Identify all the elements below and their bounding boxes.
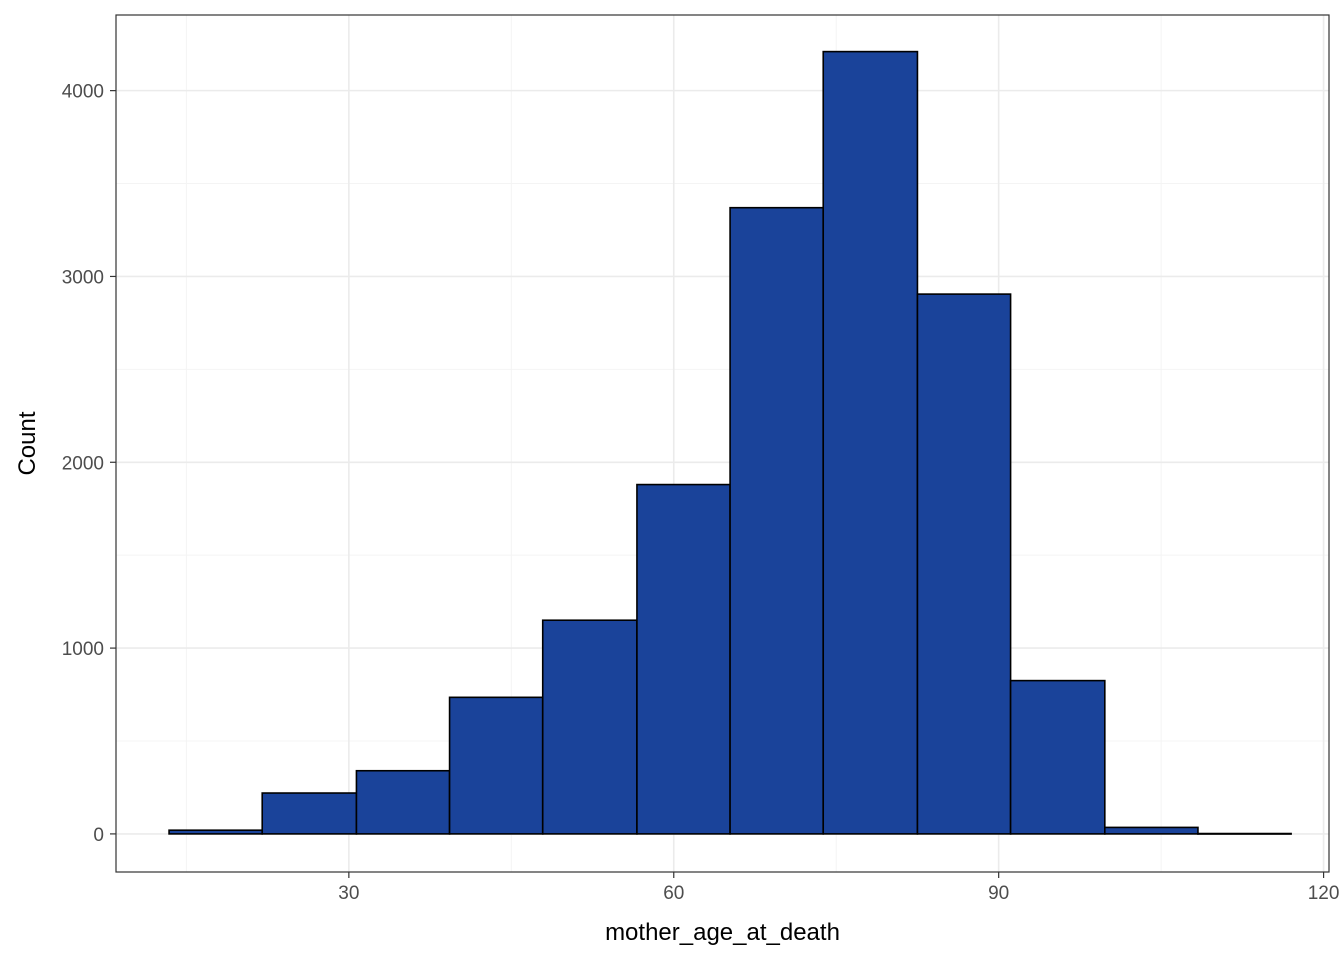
histogram-bars — [168, 50, 1292, 835]
histogram-bar-2 — [355, 769, 451, 835]
histogram-bar-4 — [541, 619, 638, 835]
y-axis-title: Count — [14, 411, 41, 475]
histogram-bar-11 — [1197, 832, 1292, 835]
x-axis-title: mother_age_at_death — [605, 919, 840, 946]
y-tick-label-1: 1000 — [62, 639, 104, 660]
histogram-bar-8 — [916, 293, 1012, 835]
y-tick-label-0: 0 — [93, 825, 104, 846]
y-tick-label-3: 3000 — [62, 267, 104, 288]
x-tick-label-1: 60 — [663, 883, 684, 904]
histogram-bar-10 — [1104, 826, 1199, 835]
x-tick-label-2: 90 — [988, 883, 1009, 904]
y-tick-label-2: 2000 — [62, 453, 104, 474]
x-tick-label-0: 30 — [338, 883, 359, 904]
x-tick-label-3: 120 — [1308, 883, 1340, 904]
histogram-bar-7 — [822, 50, 919, 835]
x-axis-ticks: 30 60 90 120 — [338, 872, 1339, 904]
histogram-bar-0 — [168, 829, 264, 835]
histogram-bar-5 — [636, 483, 731, 835]
histogram-bar-9 — [1009, 679, 1106, 835]
panel-border — [115, 14, 1330, 873]
histogram-bar-3 — [448, 696, 544, 835]
histogram-bar-6 — [729, 206, 825, 835]
y-tick-label-4: 4000 — [62, 82, 104, 103]
histogram-bar-1 — [261, 792, 358, 835]
y-axis-ticks: 0 1000 2000 3000 4000 — [62, 82, 116, 846]
